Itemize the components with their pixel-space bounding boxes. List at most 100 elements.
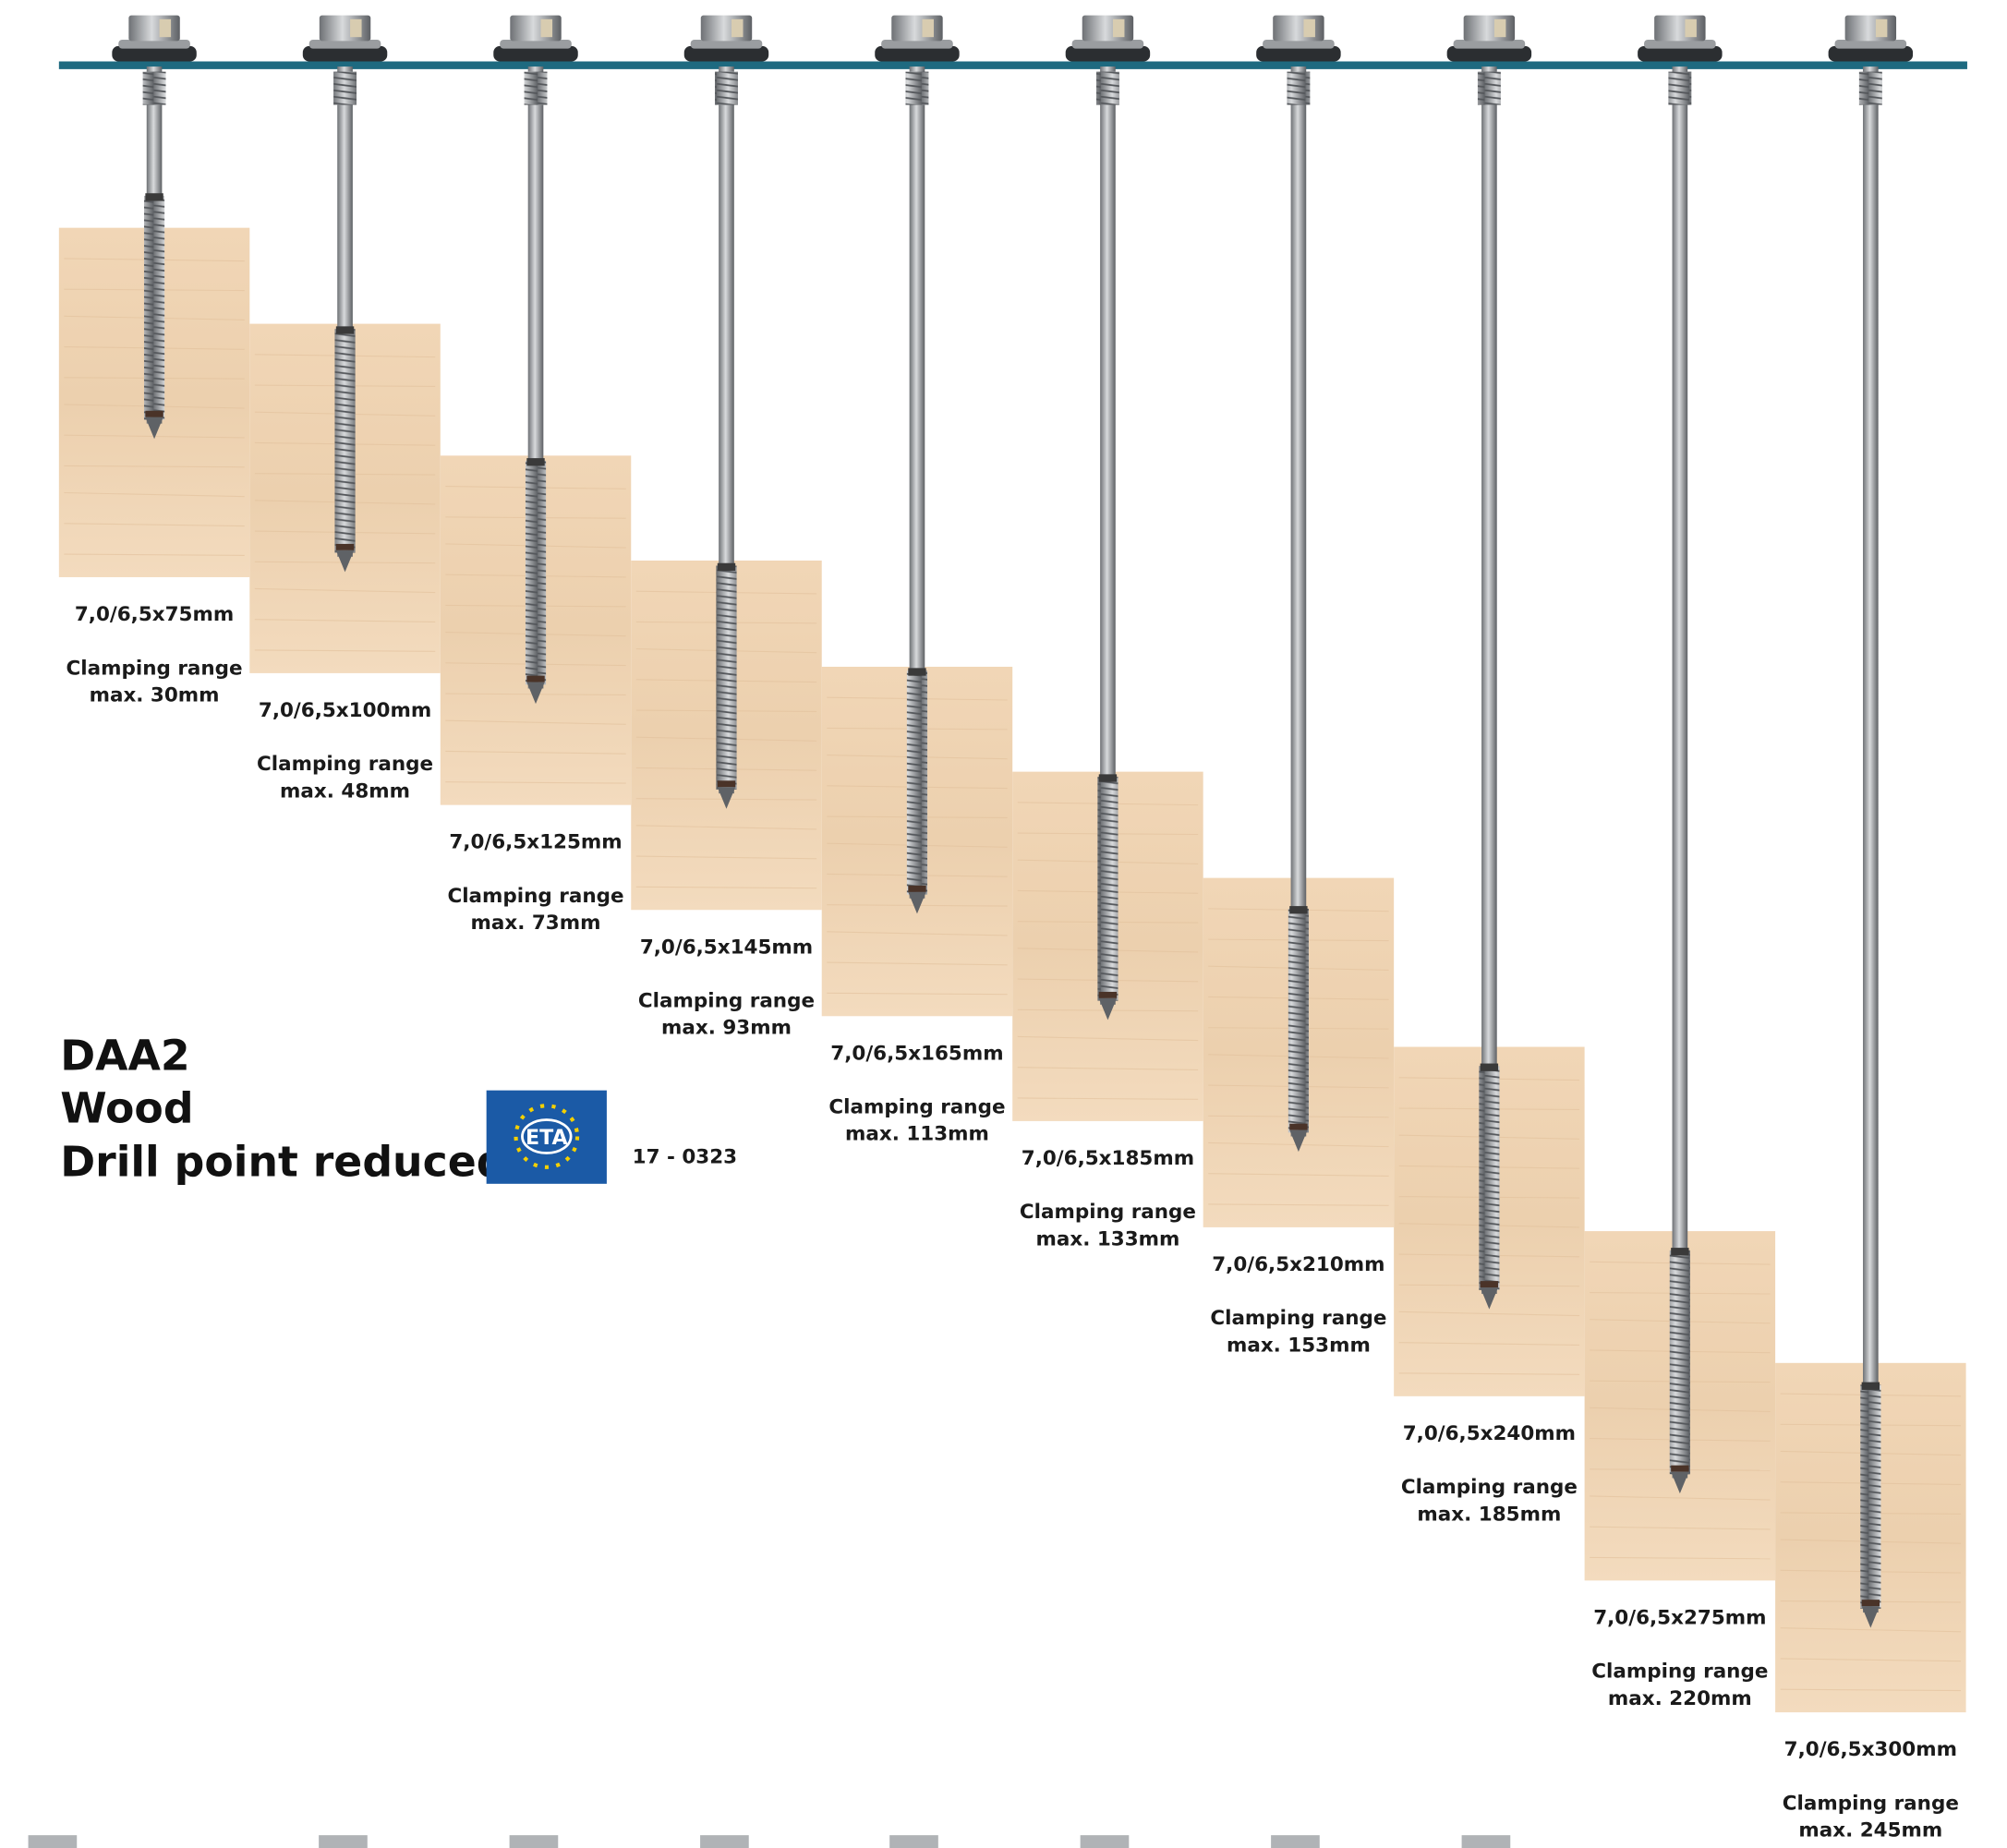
screw-head-mark xyxy=(1113,19,1124,37)
screw-size: 7,0/6,5x75mm xyxy=(75,603,234,626)
screw-thread xyxy=(907,670,927,895)
screw-band xyxy=(1289,1124,1307,1130)
screw-band xyxy=(908,886,925,892)
clamping-max: max. 113mm xyxy=(845,1123,989,1146)
screw-head-mark xyxy=(1494,19,1505,37)
screw-size: 7,0/6,5x185mm xyxy=(1022,1147,1194,1170)
screw-band xyxy=(526,458,544,465)
screw-band xyxy=(1862,1600,1880,1606)
screw-band xyxy=(1481,1281,1498,1287)
screw-band xyxy=(908,668,925,675)
approval-number: 17 - 0323 xyxy=(633,1146,738,1169)
eta-logo: ETA xyxy=(487,1091,607,1184)
clamping-max: max. 245mm xyxy=(1798,1819,1942,1842)
screw-washer-rim xyxy=(1835,40,1907,49)
screw-head-mark xyxy=(541,19,552,37)
screw-washer-rim xyxy=(118,40,190,49)
screw-washer-rim xyxy=(1644,40,1716,49)
screw-band xyxy=(526,676,544,682)
clamping-label: Clamping range xyxy=(1783,1792,1959,1815)
screw-thread-top xyxy=(143,72,166,105)
clamping-label: Clamping range xyxy=(1020,1201,1196,1224)
screw-band xyxy=(145,411,163,417)
clamping-label: Clamping range xyxy=(447,885,623,908)
clamping-label: Clamping range xyxy=(257,753,433,776)
screw-thread-top xyxy=(715,72,738,105)
screw-thread xyxy=(1288,909,1309,1133)
screw-head xyxy=(891,16,942,42)
screw-head-mark xyxy=(350,19,361,37)
screw-washer-rim xyxy=(1263,40,1335,49)
screw-band xyxy=(1862,1383,1880,1390)
clamping-max: max. 185mm xyxy=(1417,1503,1561,1526)
screw-washer-rim xyxy=(309,40,381,49)
clamping-max: max. 73mm xyxy=(471,912,601,935)
screw-band xyxy=(718,780,735,787)
screw-thread xyxy=(716,565,736,790)
screw-head-mark xyxy=(1876,19,1887,37)
clamping-label: Clamping range xyxy=(828,1096,1005,1119)
screw-shaft xyxy=(1863,66,1879,1612)
clamping-max: max. 220mm xyxy=(1608,1687,1752,1710)
screw-band xyxy=(1099,992,1117,998)
screw-size: 7,0/6,5x275mm xyxy=(1593,1606,1766,1629)
screw-band xyxy=(1099,774,1117,781)
screw-band xyxy=(1289,906,1307,913)
clamping-max: max. 48mm xyxy=(280,779,410,803)
clamping-label: Clamping range xyxy=(66,657,243,680)
screw-size: 7,0/6,5x100mm xyxy=(259,699,431,722)
screw-head xyxy=(1464,16,1515,42)
clamping-max: max. 93mm xyxy=(661,1017,792,1040)
page: 7,0/6,5x75mm Clamping range max. 30mm 7,0/6… xyxy=(0,0,2007,1848)
screw-thread xyxy=(526,461,546,685)
clamping-label: Clamping range xyxy=(638,990,815,1013)
screw-thread-top xyxy=(1287,72,1310,105)
clamping-max: max. 153mm xyxy=(1227,1334,1371,1357)
screw-thread-top xyxy=(333,72,357,105)
screw-head-mark xyxy=(1685,19,1696,37)
screw-thread xyxy=(1670,1250,1690,1475)
clamping-max: max. 30mm xyxy=(90,683,220,707)
title-line: Wood xyxy=(60,1083,193,1132)
screw-size: 7,0/6,5x165mm xyxy=(830,1042,1003,1065)
screw-head-mark xyxy=(1303,19,1314,37)
screw-washer-rim xyxy=(881,40,953,49)
screw-head xyxy=(1845,16,1896,42)
screw-washer-rim xyxy=(1072,40,1144,49)
eta-text: ETA xyxy=(526,1126,569,1150)
screw-thread-top xyxy=(1478,72,1501,105)
clamping-label: Clamping range xyxy=(1210,1307,1386,1330)
screw-washer-rim xyxy=(1454,40,1526,49)
screw-size: 7,0/6,5x145mm xyxy=(640,936,813,959)
screw-washer-rim xyxy=(691,40,763,49)
screw-thread xyxy=(1097,777,1118,1001)
screw-size: 7,0/6,5x125mm xyxy=(449,831,622,854)
screw-size: 7,0/6,5x240mm xyxy=(1403,1422,1576,1445)
screw-head-mark xyxy=(731,19,743,37)
screw-thread-top xyxy=(1859,72,1882,105)
screw-thread-top xyxy=(525,72,548,105)
title-line: Drill point reduced xyxy=(60,1137,506,1186)
clamping-label: Clamping range xyxy=(1401,1476,1578,1499)
screw-thread-top xyxy=(1668,72,1691,105)
screw-size: 7,0/6,5x300mm xyxy=(1784,1738,1957,1761)
screw-band xyxy=(1481,1064,1498,1071)
screw-thread-top xyxy=(905,72,928,105)
screw-head xyxy=(701,16,752,42)
screw-band xyxy=(336,326,354,333)
screw-head-mark xyxy=(160,19,171,37)
screw-head xyxy=(1273,16,1324,42)
screw-band xyxy=(1671,1466,1688,1472)
title-line: DAA2 xyxy=(60,1031,190,1080)
bottom-heads xyxy=(29,1835,1511,1848)
screw-band xyxy=(718,563,735,571)
screw-head xyxy=(510,16,561,42)
screw-band xyxy=(145,193,163,200)
screw-washer-rim xyxy=(500,40,572,49)
screw-thread xyxy=(334,329,355,553)
screw-band xyxy=(336,544,354,550)
screw-band xyxy=(1671,1248,1688,1255)
screw-head xyxy=(128,16,179,42)
screw-head xyxy=(1654,16,1705,42)
screw-head xyxy=(1082,16,1133,42)
